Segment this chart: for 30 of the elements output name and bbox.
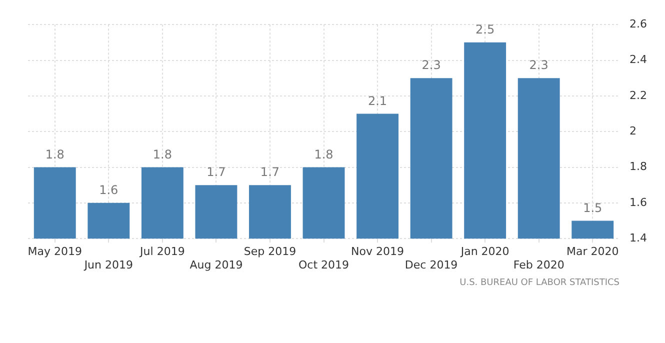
data-label: 1.8 [45,147,64,162]
x-tick-label: Dec 2019 [404,258,458,272]
x-tick-label: Jul 2019 [139,245,185,258]
data-label: 2.5 [476,22,495,37]
data-label: 2.3 [529,58,548,72]
data-label: 1.5 [583,200,602,215]
x-tick-label: Oct 2019 [298,258,350,272]
y-tick-label: 2.2 [630,88,648,102]
x-tick-label: Nov 2019 [351,245,404,258]
x-tick-label: Sep 2019 [244,245,296,258]
data-label: 1.7 [206,165,226,180]
y-tick-label: 2 [630,124,637,138]
y-tick-label: 1.4 [630,231,648,244]
x-tick-label: Jan 2020 [460,245,510,258]
data-label: 1.7 [260,165,280,180]
data-label: 2.3 [422,58,441,72]
x-tick-label: Feb 2020 [513,258,564,272]
y-tick-label: 2.4 [630,53,648,66]
x-tick-label: May 2019 [28,245,82,258]
text: U.S. BUREAU OF LABOR STATISTICS [460,278,620,288]
y-tick-label: 1.8 [630,160,648,174]
data-label: 1.8 [152,147,172,162]
data-label: 1.6 [99,183,118,198]
data-label: 1.8 [314,147,334,162]
y-tick-label: 2.6 [630,17,648,30]
x-tick-label: Jun 2019 [83,258,134,272]
y-tick-label: 1.6 [630,196,648,209]
data-label: 2.1 [368,94,388,108]
x-tick-label: Mar 2020 [566,245,619,258]
x-tick-label: Aug 2019 [190,258,243,272]
